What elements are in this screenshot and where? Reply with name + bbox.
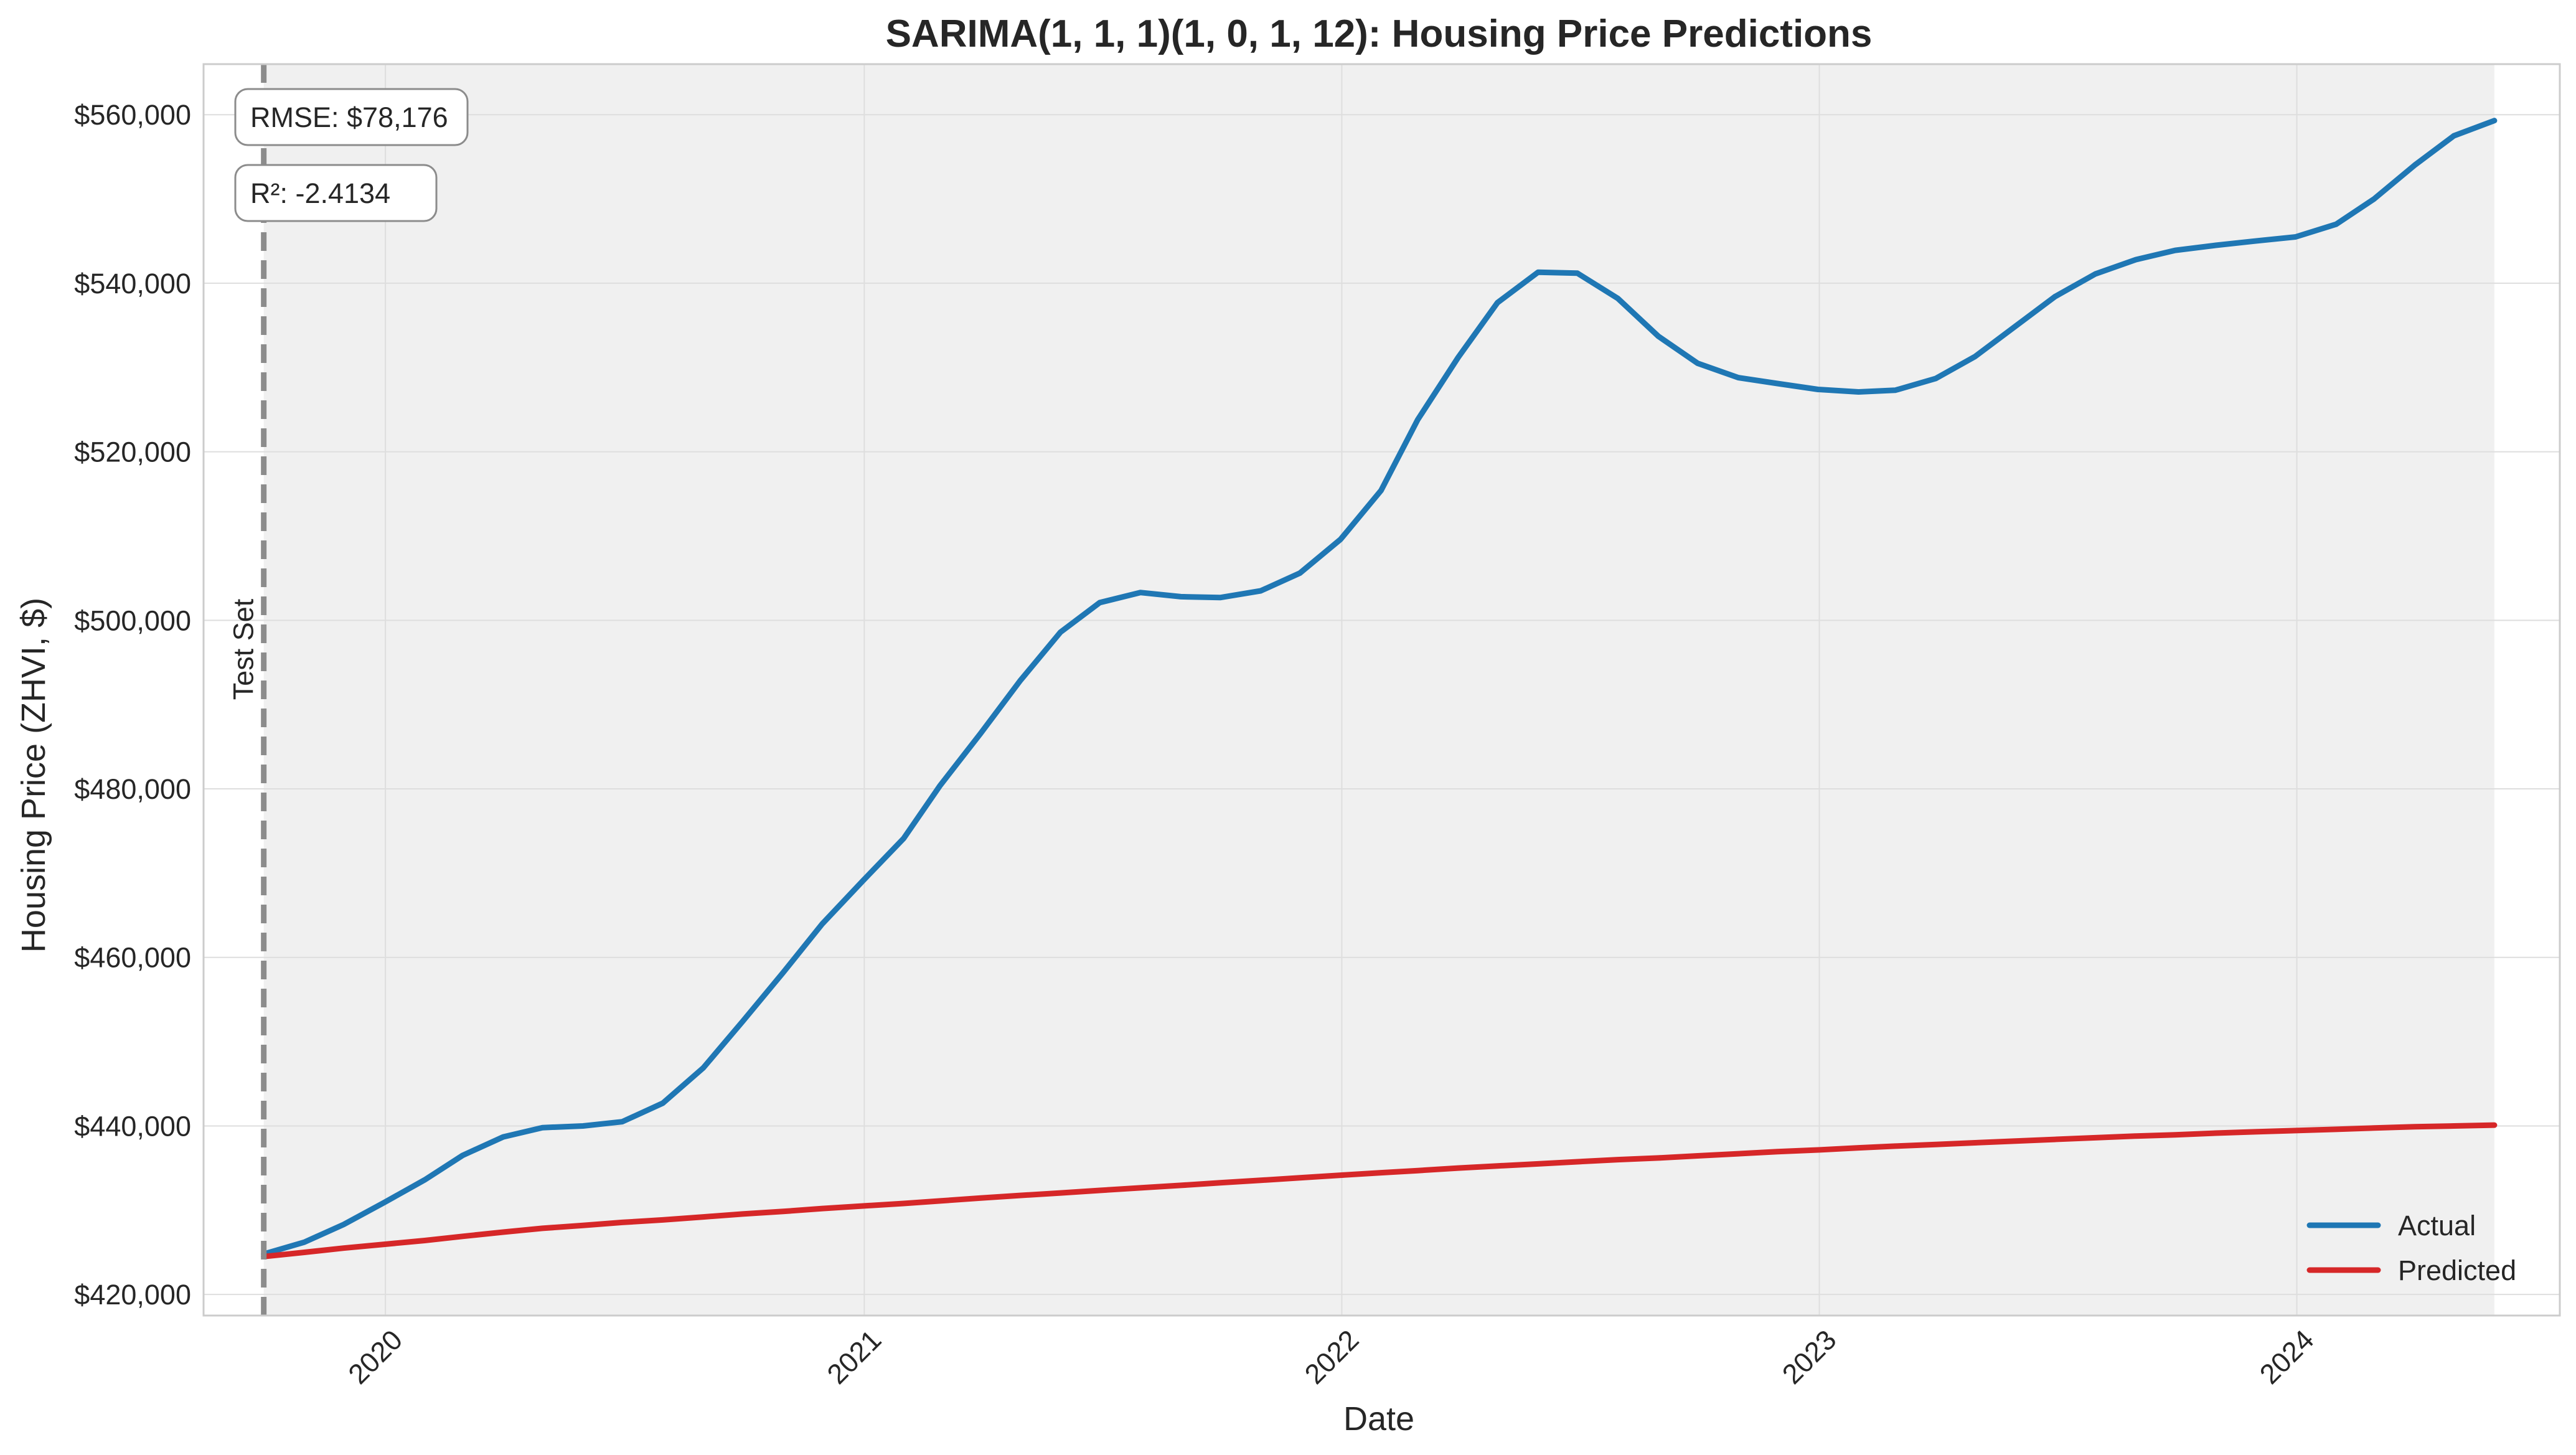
- y-tick-label: $420,000: [74, 1279, 191, 1311]
- y-tick-label: $500,000: [74, 605, 191, 636]
- y-tick-label: $440,000: [74, 1110, 191, 1142]
- y-tick-label: $460,000: [74, 942, 191, 974]
- y-tick-label: $520,000: [74, 436, 191, 468]
- metric-text: RMSE: $78,176: [250, 101, 448, 133]
- y-tick-label: $540,000: [74, 268, 191, 299]
- x-axis-ticks: 2020 2021 2022 2023 2024: [342, 1324, 2320, 1390]
- test-set-label: Test Set: [228, 598, 260, 700]
- y-tick-label: $480,000: [74, 773, 191, 805]
- grid-lines: [204, 64, 2560, 1316]
- y-axis-ticks: $420,000 $440,000 $460,000 $480,000 $500,000…: [74, 99, 191, 1311]
- y-tick-label: $560,000: [74, 99, 191, 131]
- x-axis-label: Date: [1343, 1400, 1414, 1438]
- plot-area: [204, 64, 2560, 1316]
- x-tick-label: 2022: [1299, 1324, 1365, 1390]
- series-lines: [261, 118, 2498, 1260]
- legend-label: Actual: [2398, 1210, 2476, 1241]
- plot-border: [202, 63, 2561, 1317]
- legend: Actual Predicted: [2306, 1210, 2516, 1286]
- series-line-predicted: [261, 1122, 2498, 1260]
- plot-frame: [202, 63, 2561, 1317]
- metric-annotation: R²: -2.4134: [234, 164, 438, 222]
- metrics-annotations: RMSE: $78,176 R²: -2.4134: [234, 88, 469, 222]
- test-region-shading: [263, 64, 2494, 1316]
- test-set-marker: Test Set: [228, 64, 267, 1316]
- metric-box: [234, 164, 438, 222]
- y-axis-label: Housing Price (ZHVI, $): [15, 598, 52, 953]
- x-tick-label: 2024: [2254, 1324, 2320, 1390]
- series-line-actual: [261, 118, 2498, 1257]
- x-tick-label: 2023: [1776, 1324, 1843, 1390]
- legend-entry: Actual: [2306, 1210, 2476, 1241]
- chart-title: SARIMA(1, 1, 1)(1, 0, 1, 12): Housing Pr…: [886, 12, 1873, 55]
- legend-label: Predicted: [2398, 1255, 2516, 1286]
- metric-text: R²: -2.4134: [250, 177, 390, 209]
- legend-entry: Predicted: [2306, 1255, 2516, 1286]
- metric-annotation: RMSE: $78,176: [234, 88, 469, 146]
- x-tick-label: 2020: [342, 1324, 408, 1390]
- metric-box: [234, 88, 469, 146]
- x-tick-label: 2021: [821, 1324, 888, 1390]
